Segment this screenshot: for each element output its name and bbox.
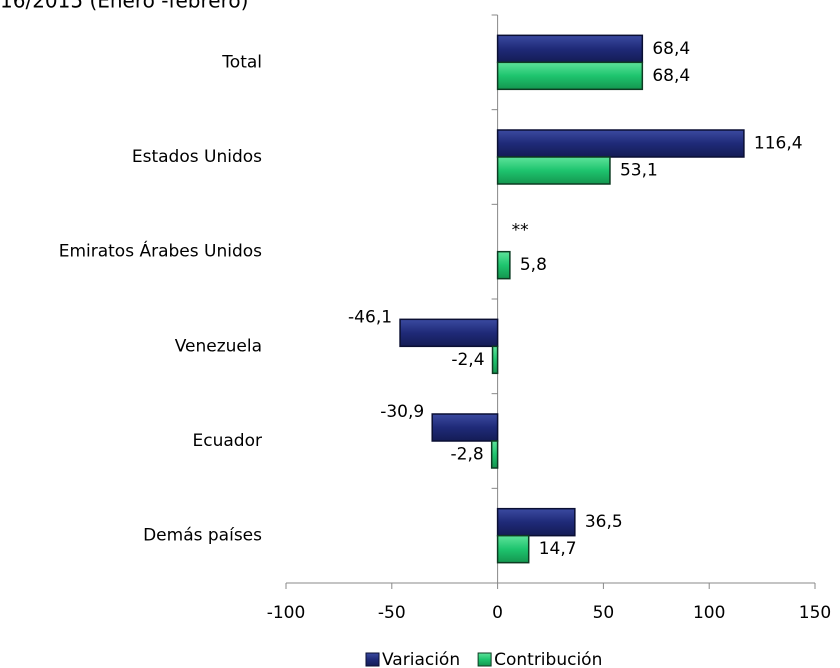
legend-swatch — [365, 652, 380, 667]
bar — [496, 34, 644, 64]
y-tick-label: Total — [221, 52, 262, 72]
value-label: -30,9 — [380, 402, 424, 422]
x-tick-label: 0 — [492, 603, 503, 623]
y-tick-label: Estados Unidos — [132, 147, 262, 167]
x-tick-label: 150 — [799, 603, 831, 623]
y-tick-label: Ecuador — [193, 431, 262, 451]
value-label: 5,8 — [520, 255, 547, 275]
bar — [496, 156, 611, 185]
legend-label: Contribución — [494, 650, 602, 668]
bar — [496, 250, 511, 280]
chart-title: 16/2015 (Enero -febrero) — [0, 0, 248, 13]
bar — [431, 413, 499, 442]
value-label: -2,4 — [451, 350, 484, 370]
value-label: -46,1 — [348, 307, 392, 327]
value-label: 36,5 — [585, 512, 623, 532]
x-tick-label: 50 — [593, 603, 615, 623]
y-tick-label: Demás países — [143, 526, 262, 546]
bar — [399, 318, 499, 348]
value-label: 68,4 — [652, 66, 690, 86]
bar — [496, 534, 530, 564]
bar — [496, 507, 576, 537]
x-tick-label: -50 — [378, 603, 406, 623]
y-tick-label: Emiratos Árabes Unidos — [59, 240, 262, 262]
y-tick-label: Venezuela — [175, 336, 262, 356]
value-label: 14,7 — [539, 539, 577, 559]
legend-swatch — [477, 652, 492, 667]
value-label: 68,4 — [652, 39, 690, 59]
value-label: ** — [512, 221, 529, 241]
bar — [496, 61, 644, 91]
value-label: 116,4 — [754, 134, 803, 154]
value-label: 53,1 — [620, 161, 658, 181]
bar — [496, 129, 745, 158]
x-tick-label: 100 — [693, 603, 725, 623]
x-tick-label: -100 — [267, 603, 306, 623]
bar — [490, 440, 499, 469]
bar — [491, 345, 499, 375]
legend-label: Variación — [382, 650, 460, 668]
value-label: -2,8 — [451, 445, 484, 465]
